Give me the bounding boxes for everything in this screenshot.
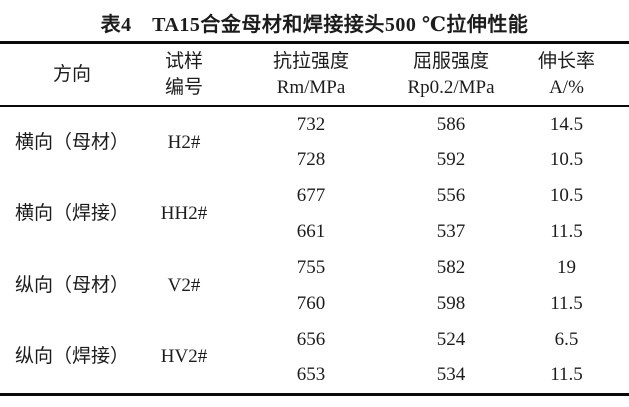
tensile-strength-cell: 661: [296, 221, 326, 243]
yield-strength-cell: 598: [436, 293, 466, 315]
tensile-strength-cell: 656: [296, 329, 326, 351]
direction-cell: 纵向（母材）: [14, 275, 129, 297]
col-header-elongation-line2: A/%: [549, 76, 584, 98]
col-header-sample: 试样 编号: [144, 43, 224, 107]
elongation-cell: 11.5: [550, 293, 583, 315]
elongation-cell: 11.5: [550, 364, 583, 386]
elongation-cell: 10.5: [549, 149, 584, 171]
yield-strength-cell: 524: [436, 329, 466, 351]
tensile-strength-cell: 677: [296, 185, 326, 207]
yield-strength-cell: 534: [436, 364, 466, 386]
elongation-cell: 19: [557, 257, 576, 279]
tensile-strength-cell: 755: [296, 257, 326, 279]
direction-cell: 纵向（焊接）: [14, 346, 129, 368]
table-row: 661 537 11.5: [0, 214, 629, 250]
table-row: 653 534 11.5: [0, 358, 629, 394]
yield-strength-cell: 556: [436, 185, 466, 207]
yield-strength-cell: 537: [436, 221, 466, 243]
col-header-elongation-line1: 伸长率: [537, 50, 595, 72]
tensile-strength-cell: 732: [296, 113, 326, 135]
col-header-direction-label: 方向: [52, 63, 91, 85]
table-row: 728 592 10.5: [0, 142, 629, 178]
col-header-yield-line1: 屈服强度: [412, 50, 489, 72]
col-header-tensile-strength: 抗拉强度 Rm/MPa: [224, 43, 398, 107]
col-header-sample-line2: 编号: [164, 76, 203, 98]
yield-strength-cell: 582: [436, 257, 466, 279]
direction-cell: 横向（母材）: [14, 131, 129, 153]
col-header-sample-line1: 试样: [164, 50, 203, 72]
header-row: 方向 试样 编号 抗拉强度 Rm/MPa 屈服强度 Rp0.2/MPa 伸长率 …: [0, 43, 629, 107]
col-header-elongation: 伸长率 A/%: [504, 43, 629, 107]
col-header-yield-line2: Rp0.2/MPa: [407, 76, 495, 98]
tensile-strength-cell: 760: [296, 293, 326, 315]
sample-id-cell: HV2#: [160, 346, 208, 368]
tensile-properties-table: 方向 试样 编号 抗拉强度 Rm/MPa 屈服强度 Rp0.2/MPa 伸长率 …: [0, 41, 629, 396]
col-header-tensile-line1: 抗拉强度: [272, 50, 349, 72]
sample-id-cell: V2#: [167, 275, 201, 297]
yield-strength-cell: 586: [436, 113, 466, 135]
table-row: 纵向（焊接） HV2# 656 524 6.5: [0, 322, 629, 367]
col-header-direction: 方向: [0, 43, 144, 107]
col-header-yield-strength: 屈服强度 Rp0.2/MPa: [398, 43, 504, 107]
tensile-strength-cell: 728: [296, 149, 326, 171]
table-row: 纵向（母材） V2# 755 582 19: [0, 250, 629, 296]
yield-strength-cell: 592: [436, 149, 466, 171]
elongation-cell: 10.5: [549, 185, 584, 207]
table-row: 横向（焊接） HH2# 677 556 10.5: [0, 178, 629, 224]
table-body: 横向（母材） H2# 732 586 14.5 728 592 10.5 横向（…: [0, 106, 629, 394]
col-header-tensile-line2: Rm/MPa: [276, 76, 346, 98]
table-header: 方向 试样 编号 抗拉强度 Rm/MPa 屈服强度 Rp0.2/MPa 伸长率 …: [0, 43, 629, 107]
elongation-cell: 6.5: [554, 329, 579, 351]
elongation-cell: 11.5: [550, 221, 583, 243]
elongation-cell: 14.5: [549, 113, 584, 135]
direction-cell: 横向（焊接）: [14, 203, 129, 225]
tensile-strength-cell: 653: [296, 364, 326, 386]
table-row: 760 598 11.5: [0, 286, 629, 322]
table-row: 横向（母材） H2# 732 586 14.5: [0, 106, 629, 153]
table-caption: 表4 TA15合金母材和焊接接头500 ℃拉伸性能: [100, 14, 529, 36]
sample-id-cell: HH2#: [160, 203, 208, 225]
sample-id-cell: H2#: [167, 131, 201, 153]
